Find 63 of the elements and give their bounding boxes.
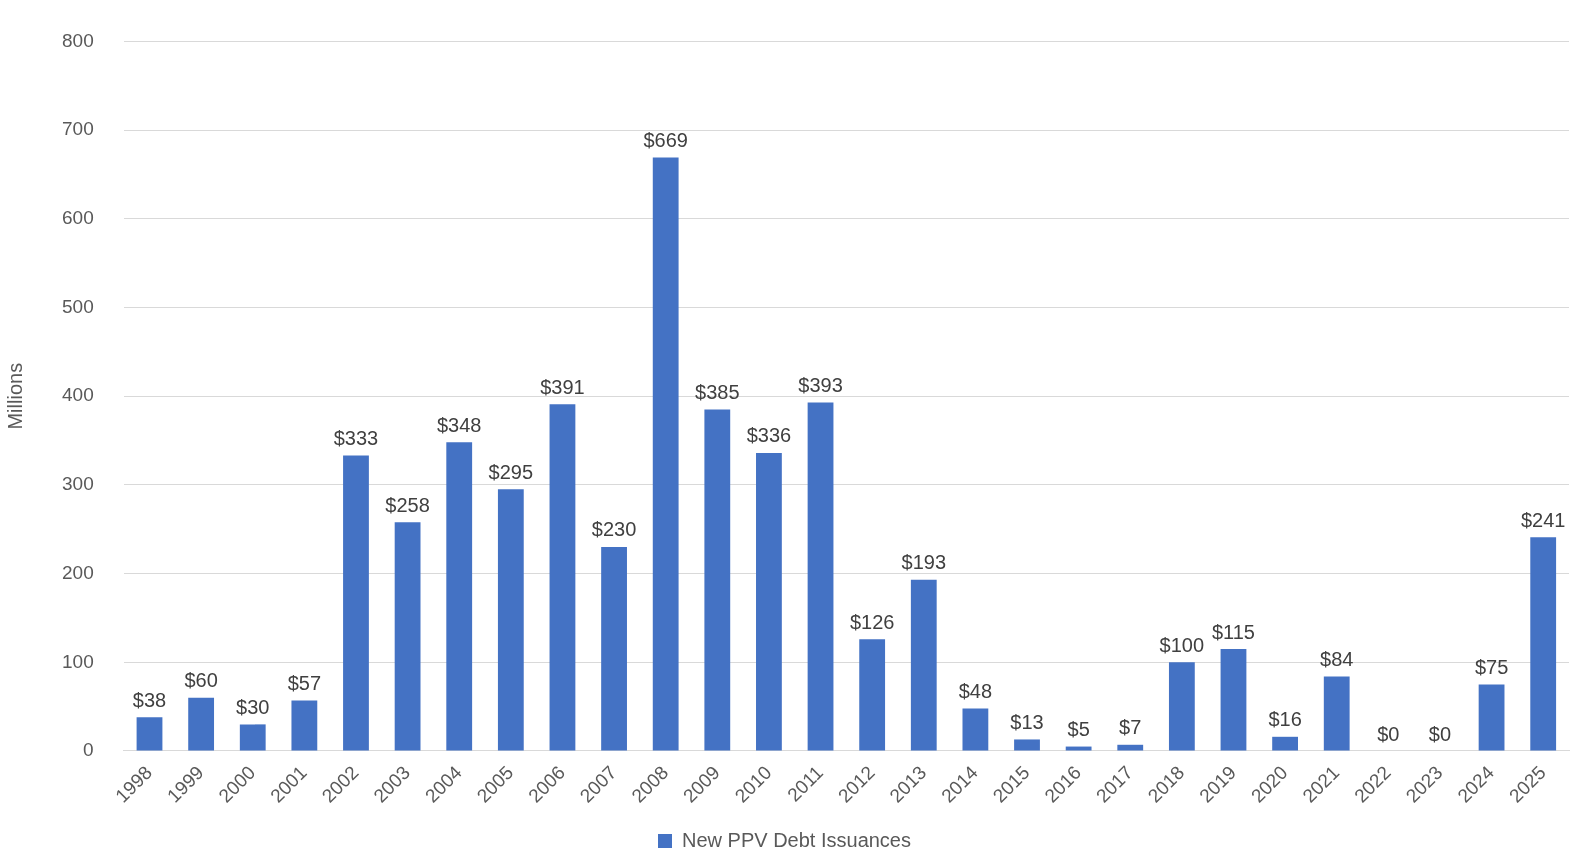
data-label: $230 — [591, 518, 637, 541]
data-label: $391 — [540, 375, 585, 398]
bar — [1014, 739, 1040, 751]
data-label: $348 — [436, 413, 482, 436]
bar — [291, 700, 318, 751]
bar — [1220, 648, 1247, 751]
data-label: $100 — [1159, 633, 1205, 656]
bar — [1323, 676, 1350, 751]
data-label: $75 — [1474, 655, 1509, 678]
bar — [807, 402, 834, 751]
data-label: $57 — [287, 671, 322, 694]
y-tick-label: 300 — [62, 473, 94, 495]
data-label: $16 — [1268, 708, 1302, 731]
y-tick-label: 0 — [83, 739, 94, 761]
data-label: $0 — [1428, 722, 1452, 745]
bar — [652, 157, 679, 751]
y-tick-label: 500 — [62, 295, 94, 317]
data-label: $115 — [1211, 620, 1255, 643]
data-label: $48 — [958, 679, 993, 702]
bar — [756, 452, 782, 751]
bar — [343, 455, 369, 751]
y-tick-label: 800 — [62, 29, 94, 51]
y-tick-label: 400 — [62, 384, 94, 406]
data-label: $336 — [746, 424, 792, 447]
bar — [910, 579, 937, 751]
data-label: $333 — [333, 427, 379, 450]
bar — [704, 409, 731, 751]
data-label: $5 — [1067, 718, 1090, 741]
y-tick-label: 600 — [62, 207, 94, 229]
data-label: $7 — [1119, 716, 1142, 739]
data-label: $60 — [184, 669, 218, 692]
bar — [859, 639, 886, 751]
data-label: $295 — [488, 460, 534, 483]
bar — [1478, 684, 1505, 751]
data-label: $669 — [643, 129, 688, 152]
bar — [1272, 736, 1299, 751]
bar — [497, 489, 524, 751]
bar — [394, 522, 421, 751]
y-tick-label: 200 — [62, 561, 94, 583]
data-label: $193 — [901, 551, 947, 574]
data-label: $258 — [385, 493, 430, 516]
data-label: $385 — [695, 381, 740, 404]
data-label: $38 — [132, 688, 167, 711]
data-label: $30 — [236, 695, 270, 718]
bar — [188, 697, 215, 751]
y-axis-title: Millions — [3, 362, 26, 430]
bar — [601, 546, 627, 751]
data-label: $0 — [1377, 722, 1400, 745]
bar — [549, 404, 576, 751]
legend-label: New PPV Debt Issuances — [682, 828, 911, 851]
data-label: $84 — [1320, 648, 1354, 670]
data-label: $126 — [849, 610, 895, 633]
bar — [1530, 537, 1557, 751]
bar — [1168, 662, 1195, 751]
data-label: $393 — [798, 373, 843, 396]
bar — [446, 442, 473, 751]
y-tick-label: 100 — [62, 650, 94, 672]
data-label: $241 — [1520, 508, 1566, 531]
bar — [962, 708, 989, 751]
bar — [136, 717, 163, 751]
data-label: $13 — [1010, 710, 1044, 733]
bar — [239, 724, 266, 751]
y-tick-label: 700 — [62, 118, 94, 140]
